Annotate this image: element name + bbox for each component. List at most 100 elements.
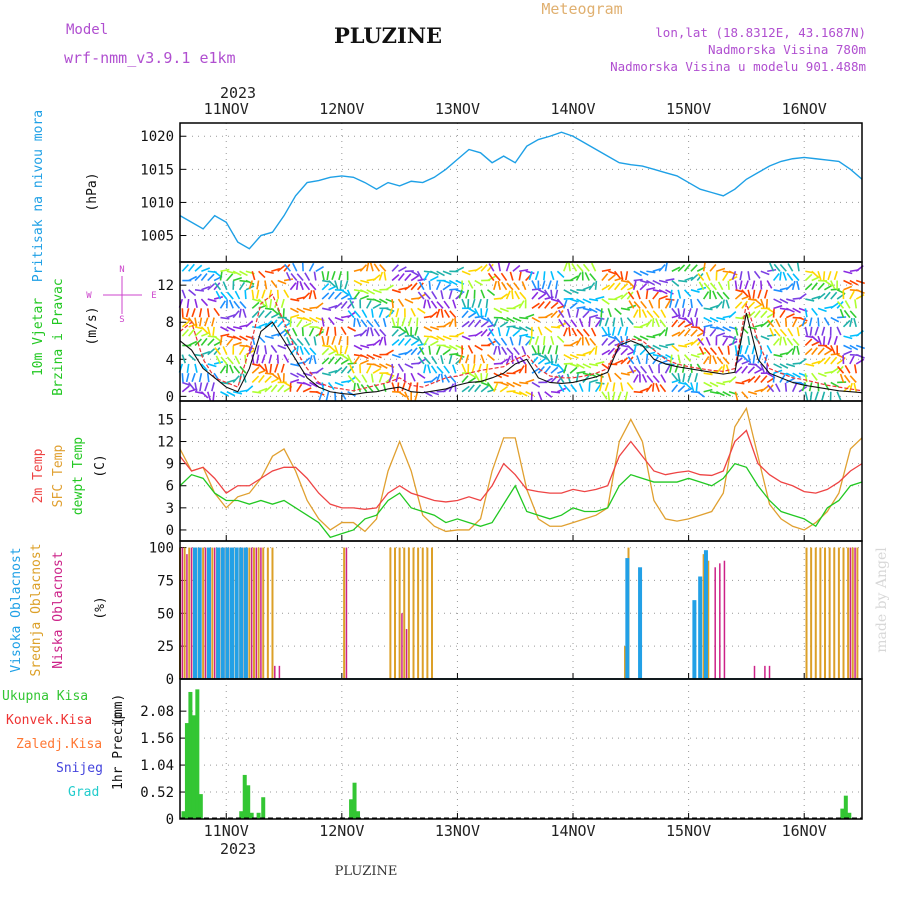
wind-arrow (518, 391, 528, 397)
wind-arrow (396, 317, 400, 327)
wind-arrow (436, 335, 445, 342)
wind-arrow (512, 303, 522, 310)
wind-arrow (404, 391, 410, 401)
wind-arrow (334, 280, 339, 290)
wind-arrow (238, 308, 242, 318)
wind-arrow (290, 337, 298, 346)
wind-arrow (289, 282, 297, 291)
wind-arrow (760, 280, 763, 290)
wind-arrow (301, 327, 304, 337)
wind-arrow (782, 271, 788, 281)
wind-arrow (827, 271, 832, 281)
wind-arrow (817, 357, 826, 365)
wind-arrow (334, 345, 339, 355)
wind-arrow (722, 272, 729, 281)
wind-arrow (353, 310, 361, 319)
wind-arrow (204, 382, 209, 392)
wind-arrow (665, 343, 675, 347)
wind-arrow (853, 364, 858, 374)
wind-arrow (633, 301, 641, 309)
wind-arrow (814, 391, 819, 401)
wind-arrow (588, 317, 591, 327)
wind-arrow (501, 346, 508, 356)
wind-arrow (264, 310, 272, 319)
cloud-bar (262, 547, 265, 679)
wind-arrow (651, 317, 655, 327)
wind-arrow (570, 319, 578, 328)
cloud-bar (252, 547, 255, 679)
wind-arrow (855, 289, 865, 294)
wind-arrow (186, 363, 190, 373)
cloud-bar (213, 547, 216, 679)
wind-arrow (334, 291, 342, 300)
wind-arrow (359, 353, 369, 360)
cloud-bar (398, 547, 401, 679)
wind-arrow (338, 271, 343, 281)
wind-arrow (506, 381, 515, 388)
tick-label-y: 0.52 (140, 785, 174, 801)
cloud-bar (810, 547, 813, 679)
wind-arrow (568, 327, 571, 337)
wind-arrow (359, 289, 369, 295)
wind-arrow (369, 262, 374, 272)
tick-label-y: 50 (157, 606, 174, 622)
cloud-bar (186, 554, 188, 679)
wind-arrow (518, 336, 522, 346)
wind-arrow (269, 363, 273, 373)
wind-arrow (658, 329, 666, 337)
wind-arrow (258, 369, 268, 374)
wind-arrow (617, 326, 622, 336)
wind-arrow (537, 391, 543, 401)
wind-arrow (365, 300, 372, 309)
precip-bar (246, 785, 251, 819)
wind-arrow (521, 281, 527, 291)
wind-arrow (620, 382, 624, 392)
cloud-bar (624, 646, 627, 679)
wind-arrow (727, 345, 730, 355)
wind-arrow (614, 294, 624, 300)
wind-arrow (454, 317, 457, 327)
wind-arrow (295, 280, 299, 290)
wind-arrow (734, 292, 743, 300)
wind-arrow (458, 354, 463, 364)
wind-arrow (256, 280, 260, 290)
wind-arrow (423, 326, 433, 332)
wind-arrow (849, 290, 855, 300)
wind-arrow (372, 339, 381, 347)
wind-arrow (499, 358, 509, 365)
wind-arrow (626, 279, 635, 288)
wind-arrow (614, 282, 621, 291)
wind-arrow (779, 309, 786, 319)
wind-arrow (716, 381, 726, 386)
wind-arrow (506, 325, 516, 328)
wind-arrow (739, 271, 743, 281)
wind-arrow (474, 344, 483, 351)
wind-arrow (340, 353, 350, 361)
wind-arrow (716, 267, 726, 273)
precip-bar (242, 774, 247, 819)
wind-arrow (232, 276, 242, 282)
cloud-bar (847, 547, 850, 679)
wind-arrow (569, 363, 579, 368)
wind-arrow (252, 326, 262, 329)
wind-arrow (741, 326, 749, 334)
wind-arrow (765, 299, 769, 309)
wind-arrow (677, 354, 681, 364)
wind-arrow (461, 310, 469, 319)
wind-arrow (257, 374, 265, 383)
wind-arrow (601, 268, 611, 273)
cloud-bar (638, 567, 643, 679)
wind-arrow (671, 266, 681, 272)
wind-arrow (558, 383, 565, 393)
wind-arrow (334, 391, 337, 401)
wind-arrow (328, 344, 336, 352)
wind-compass: N S W E (86, 265, 156, 325)
wind-arrow (626, 381, 634, 390)
wind-arrow (652, 375, 660, 383)
pressure-line (179, 131, 863, 250)
wind-arrow (366, 384, 374, 393)
wind-arrow (677, 384, 686, 393)
wind-arrow (442, 284, 451, 291)
cloud-bar (719, 563, 721, 679)
wind-arrow (353, 344, 363, 351)
